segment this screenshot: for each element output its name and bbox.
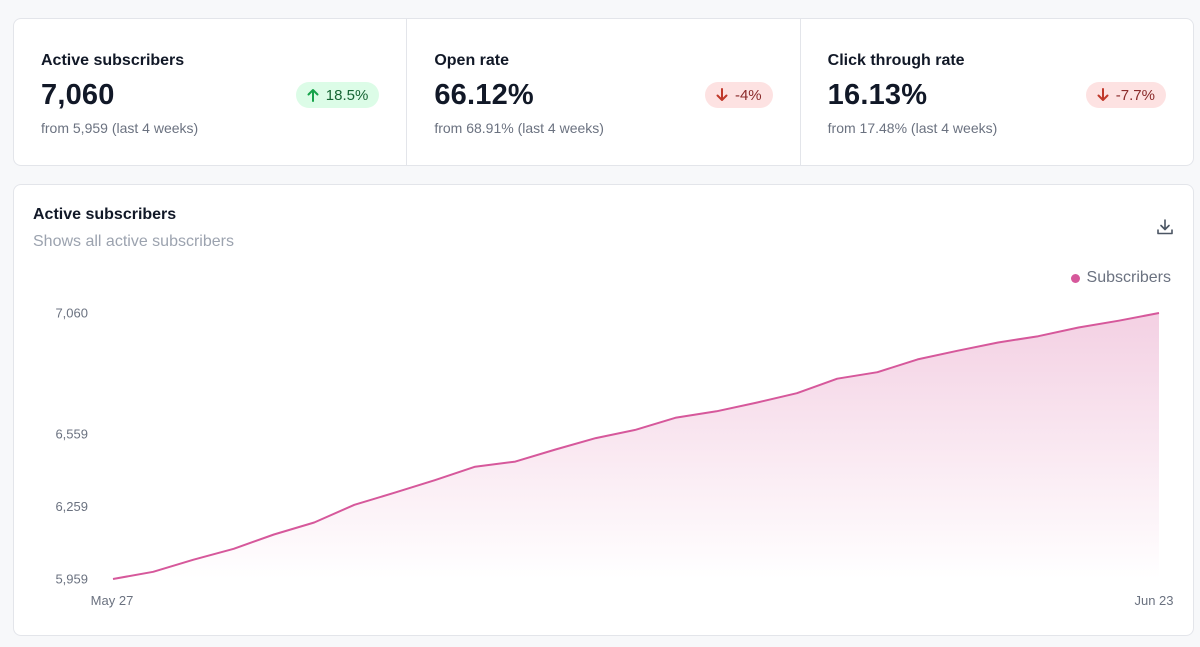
stat-click-through-rate: Click through rate 16.13% -7.7% from 17.… — [799, 19, 1193, 165]
area-fill — [113, 313, 1159, 579]
chart-card: Active subscribers Shows all active subs… — [13, 184, 1194, 636]
stat-label: Active subscribers — [41, 52, 185, 69]
change-badge-value: -4% — [734, 86, 762, 104]
change-badge: -7.7% — [1085, 82, 1166, 108]
download-icon[interactable] — [1155, 217, 1175, 237]
stat-label: Click through rate — [827, 52, 965, 69]
y-tick-label: 6,259 — [55, 499, 88, 514]
x-tick-label: Jun 23 — [1134, 593, 1173, 608]
change-badge: 18.5% — [295, 82, 380, 108]
subscribers-chart: 5,959 6,259 6,559 7,060 May 27 Jun 23 — [55, 306, 1173, 609]
y-tick-label: 7,060 — [55, 306, 88, 321]
chart-subtitle: Shows all active subscribers — [33, 233, 234, 250]
chart-legend: Subscribers — [1070, 269, 1171, 287]
chart-title: Active subscribers — [33, 206, 177, 223]
arrow-down-icon — [716, 88, 728, 101]
stat-comparison: from 5,959 (last 4 weeks) — [41, 120, 199, 136]
stat-value: 7,060 — [41, 79, 115, 111]
y-tick-label: 6,559 — [55, 427, 88, 442]
legend-label: Subscribers — [1086, 269, 1171, 286]
y-tick-label: 5,959 — [55, 572, 88, 587]
stats-panel: Active subscribers 7,060 18.5% from 5,95… — [13, 18, 1194, 166]
stat-value: 16.13% — [827, 79, 928, 111]
change-badge-value: -7.7% — [1115, 86, 1155, 104]
x-tick-label: May 27 — [91, 593, 134, 608]
stat-comparison: from 68.91% (last 4 weeks) — [434, 120, 604, 136]
arrow-down-icon — [1097, 88, 1109, 101]
change-badge: -4% — [704, 82, 773, 108]
change-badge-value: 18.5% — [325, 86, 369, 104]
stat-active-subscribers: Active subscribers 7,060 18.5% from 5,95… — [14, 19, 406, 165]
stat-value: 66.12% — [434, 79, 534, 111]
legend-marker — [1070, 273, 1080, 283]
stat-label: Open rate — [434, 52, 510, 69]
stat-open-rate: Open rate 66.12% -4% from 68.91% (last 4… — [406, 19, 799, 165]
stat-comparison: from 17.48% (last 4 weeks) — [827, 120, 998, 136]
arrow-up-icon — [307, 89, 319, 102]
series-line — [112, 312, 1160, 580]
